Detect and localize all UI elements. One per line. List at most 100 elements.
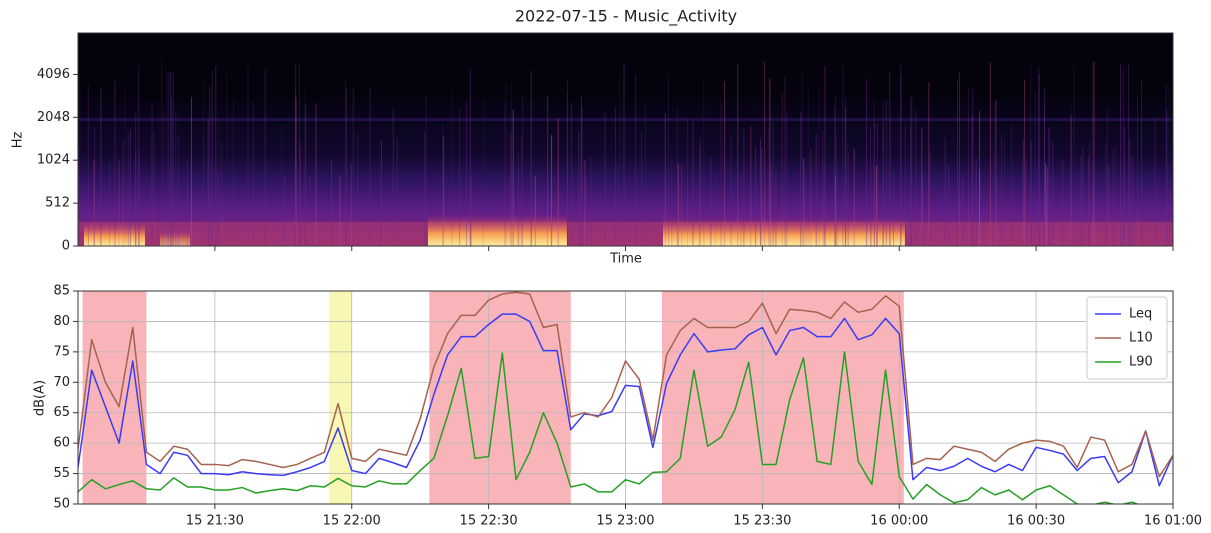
spectrogram-streak xyxy=(805,170,807,246)
spectrogram-streak xyxy=(284,176,285,246)
axes-frame xyxy=(77,290,1174,505)
spectrogram-streak xyxy=(671,158,673,246)
spectrogram-streak xyxy=(1082,147,1084,246)
spectrogram-streak xyxy=(740,173,742,246)
spectrogram-streak xyxy=(968,88,969,246)
spectrogram-streak xyxy=(836,167,838,246)
spectrogram-streak xyxy=(294,89,296,246)
spectrogram-streak xyxy=(1123,125,1125,246)
spectrogram-streak xyxy=(772,121,774,246)
spectrogram-streak xyxy=(1024,79,1026,246)
spectrogram-streak xyxy=(691,121,693,246)
spectrogram-streak xyxy=(203,134,205,246)
spectrogram-streak xyxy=(853,148,855,246)
highlight-span xyxy=(662,291,904,504)
spectrogram-streak xyxy=(617,164,619,246)
spectrogram-streak xyxy=(1045,163,1046,246)
spectrogram-streak xyxy=(921,127,923,246)
spectrogram-streak xyxy=(171,96,173,246)
spectrogram-streak xyxy=(247,66,249,246)
spectrogram-streak xyxy=(345,89,347,246)
spectrogram-streak xyxy=(848,152,850,246)
spectrogram-streak xyxy=(882,100,884,246)
spectrogram-streak xyxy=(114,80,116,246)
spectrogram-streak xyxy=(676,108,678,246)
spectrogram-streak xyxy=(357,133,359,246)
y-tick-label: 65 xyxy=(53,405,70,420)
spectrogram-streak xyxy=(578,131,580,246)
spectrogram-streak xyxy=(769,78,771,246)
spectrogram-streak xyxy=(1129,139,1131,246)
spectrogram-streak xyxy=(844,106,846,246)
spectrogram-streak xyxy=(1122,68,1124,246)
spectrogram-streak xyxy=(962,176,964,246)
spectrogram-streak xyxy=(761,148,763,246)
x-tick-label: 16 00:30 xyxy=(1007,514,1065,529)
spectrogram-streak xyxy=(442,123,444,246)
spectrogram-streak xyxy=(191,96,192,246)
spectrogram-streak xyxy=(724,81,726,246)
spectrogram-streak xyxy=(202,80,204,246)
spectrogram-streak xyxy=(1046,166,1048,246)
spectrogram-streak xyxy=(459,108,461,246)
spectrogram-streak xyxy=(1004,141,1005,246)
spectrogram-streak xyxy=(992,144,994,246)
spectrogram-streak xyxy=(910,127,912,246)
spectrogram-streak xyxy=(165,73,167,246)
spectrogram-streak xyxy=(175,109,177,246)
spectrogram-streak xyxy=(469,69,471,246)
spectrogram-streak xyxy=(215,66,217,246)
spectrogram-streak xyxy=(1165,84,1167,246)
spectrogram-streak xyxy=(823,163,825,246)
spectrogram-streak xyxy=(800,111,802,246)
series-line xyxy=(78,313,1173,487)
y-tick-label: 55 xyxy=(53,466,70,481)
spectrogram-streak xyxy=(93,127,95,246)
spectrogram-streak xyxy=(1137,94,1139,246)
y-tick-label: 75 xyxy=(53,344,70,359)
spectrogram-streak xyxy=(207,118,209,246)
y-tick-label: 0 xyxy=(62,239,70,254)
spectrogram-streak xyxy=(369,86,371,246)
spectrogram-streak xyxy=(78,147,80,246)
y-tick-label: 1024 xyxy=(37,153,70,168)
spectrogram-streak xyxy=(989,62,991,246)
spectrogram-streak xyxy=(623,63,625,246)
spectrogram-streak xyxy=(127,133,129,246)
spectrogram-streak xyxy=(510,133,512,246)
spectrogram-streak xyxy=(1011,124,1013,246)
spectrogram-streak xyxy=(1166,110,1168,246)
spectrogram-streak xyxy=(1076,169,1078,246)
spectrogram-streak xyxy=(138,150,140,246)
y-axis-label: Hz xyxy=(11,132,26,149)
spectrogram-streak xyxy=(1131,156,1133,246)
spectrogram-streak xyxy=(522,94,524,246)
spectrogram-streak xyxy=(504,101,506,246)
x-tick-label: 15 23:30 xyxy=(733,514,791,529)
spectrogram-streak xyxy=(118,160,120,246)
series-line xyxy=(78,291,1173,478)
spectrogram-streak xyxy=(379,141,381,246)
spectrogram-streak xyxy=(218,117,220,246)
spectrogram-streak xyxy=(921,175,923,246)
legend-box xyxy=(1086,296,1168,380)
line-plot: 50 55 60 65 70 75 80 85 15 21:30 15 22:00 15 22:30… xyxy=(53,284,1202,529)
spectrogram-streak xyxy=(972,89,974,246)
spectrogram-streak xyxy=(151,136,153,246)
spectrogram-streak xyxy=(994,99,996,246)
spectrogram-streak xyxy=(1034,92,1036,246)
spectrogram-streak xyxy=(352,86,354,246)
spectrogram-streak xyxy=(567,149,569,246)
spectrogram-streak xyxy=(1120,64,1121,246)
y-tick-label: 512 xyxy=(45,196,70,211)
spectrogram-streak xyxy=(163,108,165,246)
spectrogram-streak xyxy=(505,83,507,246)
spectrogram-streak xyxy=(686,117,688,246)
spectrogram-streak xyxy=(876,166,878,246)
spectrogram-streak xyxy=(810,149,812,246)
spectrogram-streak xyxy=(979,169,980,246)
spectrogram-streak xyxy=(138,65,140,246)
x-tick-label: 16 00:00 xyxy=(870,514,928,529)
spectrogram-streak xyxy=(534,175,536,246)
spectrogram-streak xyxy=(1070,114,1072,246)
